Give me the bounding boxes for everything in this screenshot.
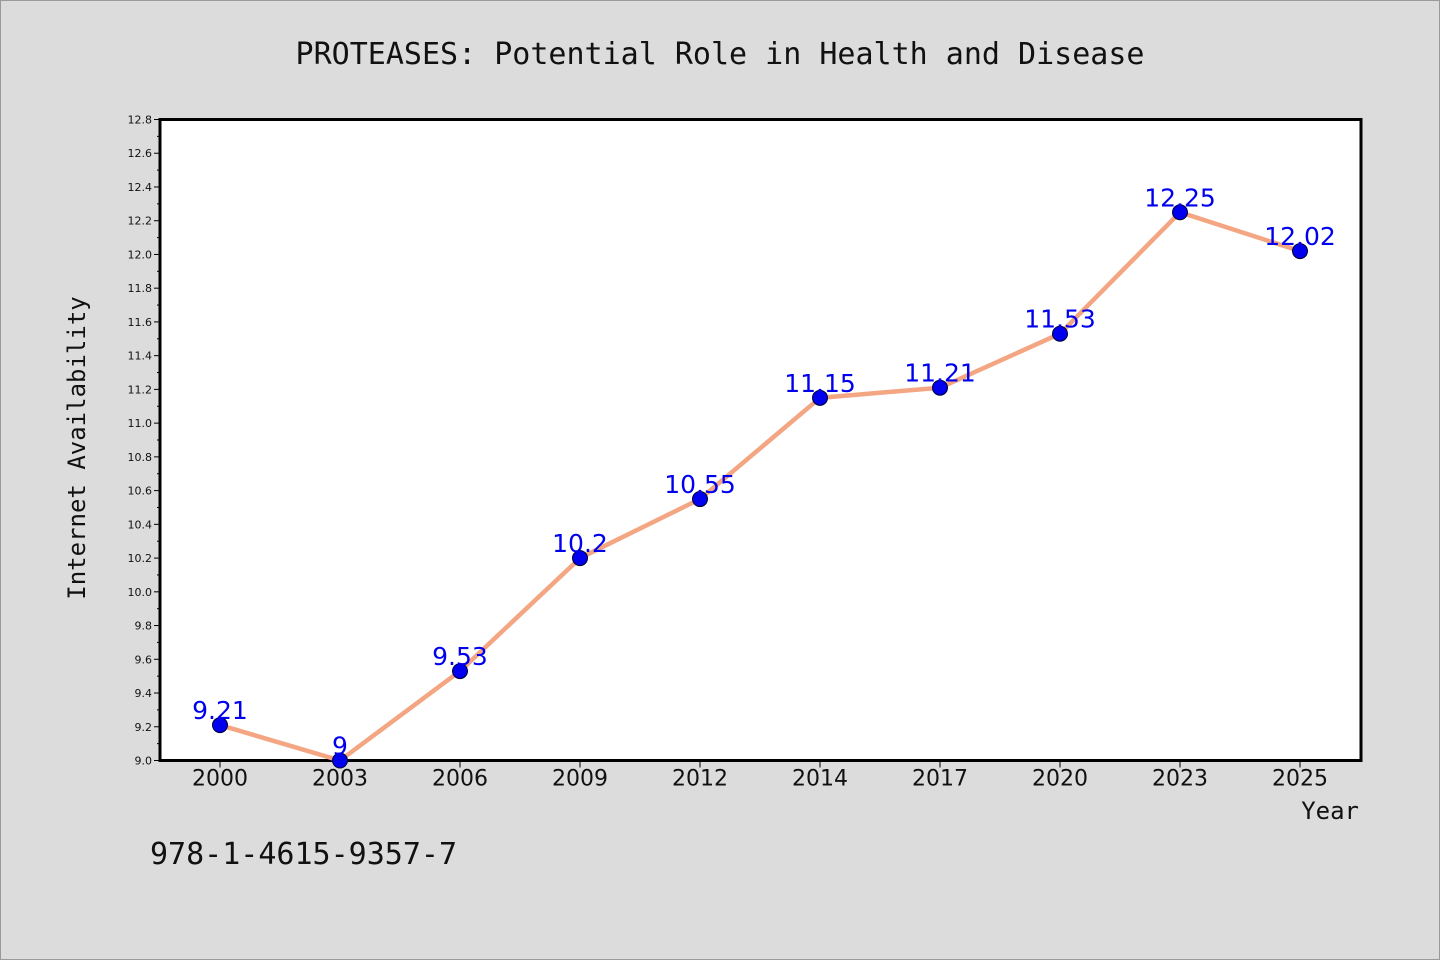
y-tick-label: 12.2: [128, 215, 153, 228]
x-tick-label: 2003: [312, 767, 368, 792]
data-point: [932, 379, 948, 396]
y-tick-label: 10.4: [128, 518, 153, 531]
y-tick-label: 10.0: [128, 586, 153, 599]
data-point: [452, 663, 468, 680]
y-tick-label: 11.0: [128, 417, 153, 430]
y-tick-label: 9.6: [135, 653, 153, 666]
data-point: [1292, 243, 1308, 260]
data-point: [812, 389, 828, 406]
chart-title: PROTEASES: Potential Role in Health and …: [296, 37, 1145, 72]
x-tick-label: 2017: [912, 767, 968, 792]
data-labels: 9.21 9 9.53 10.2 10.55 11.15 11.21 11.53 12.25 12…: [192, 183, 1336, 760]
data-label: 11.53: [1024, 305, 1096, 334]
x-tick-label: 2009: [552, 767, 608, 792]
x-axis-label: Year: [1301, 797, 1359, 825]
x-tick-label: 2023: [1152, 767, 1208, 792]
data-label: 9.53: [432, 642, 488, 671]
x-tick-label: 2006: [432, 767, 488, 792]
y-tick-label: 11.4: [128, 350, 153, 363]
y-tick-label: 9.8: [135, 620, 153, 633]
data-point: [1052, 325, 1068, 342]
y-tick-label: 11.2: [128, 383, 153, 396]
series-markers: [212, 204, 1308, 769]
y-tick-label: 9.0: [135, 755, 153, 768]
x-tick-label: 2000: [192, 767, 248, 792]
y-tick-label: 12.4: [128, 181, 153, 194]
data-point: [332, 752, 348, 769]
data-point: [212, 717, 228, 734]
data-point: [572, 550, 588, 567]
data-label: 11.21: [904, 359, 976, 388]
data-label: 12.25: [1144, 183, 1216, 212]
y-tick-label: 12.6: [128, 147, 153, 160]
y-axis: 9.0 9.2 9.4 9.6 9.8 10.0 10.2 10.4 10.6 10.8 11.0 1…: [128, 114, 160, 768]
data-point: [1172, 204, 1188, 221]
y-tick-label: 10.8: [128, 451, 153, 464]
data-label: 12.02: [1264, 222, 1336, 251]
data-label: 9.21: [192, 696, 248, 725]
y-tick-label: 9.2: [135, 721, 153, 734]
data-label: 9: [332, 732, 348, 761]
y-tick-label: 11.6: [128, 316, 153, 329]
x-tick-label: 2012: [672, 767, 728, 792]
y-tick-label: 10.6: [128, 485, 153, 498]
y-tick-label: 12.8: [128, 114, 153, 127]
y-axis-label: Internet Availability: [63, 296, 91, 599]
data-point: [692, 491, 708, 508]
series-line: [217, 210, 1303, 763]
y-tick-label: 11.8: [128, 282, 153, 295]
data-label: 10.2: [552, 529, 608, 558]
x-tick-label: 2025: [1272, 767, 1328, 792]
x-tick-label: 2020: [1032, 767, 1088, 792]
x-tick-label: 2014: [792, 767, 848, 792]
data-label: 10.55: [664, 470, 736, 499]
y-tick-label: 10.2: [128, 552, 153, 565]
x-axis: 2000 2003 2006 2009 2012 2014 2017 2020 2023 2025: [192, 760, 1328, 792]
footnote-text: 978-1-4615-9357-7: [150, 837, 457, 872]
plot-area: [158, 118, 1363, 762]
y-tick-label: 9.4: [135, 687, 153, 700]
y-tick-label: 12.0: [128, 248, 153, 261]
data-label: 11.15: [784, 369, 856, 398]
